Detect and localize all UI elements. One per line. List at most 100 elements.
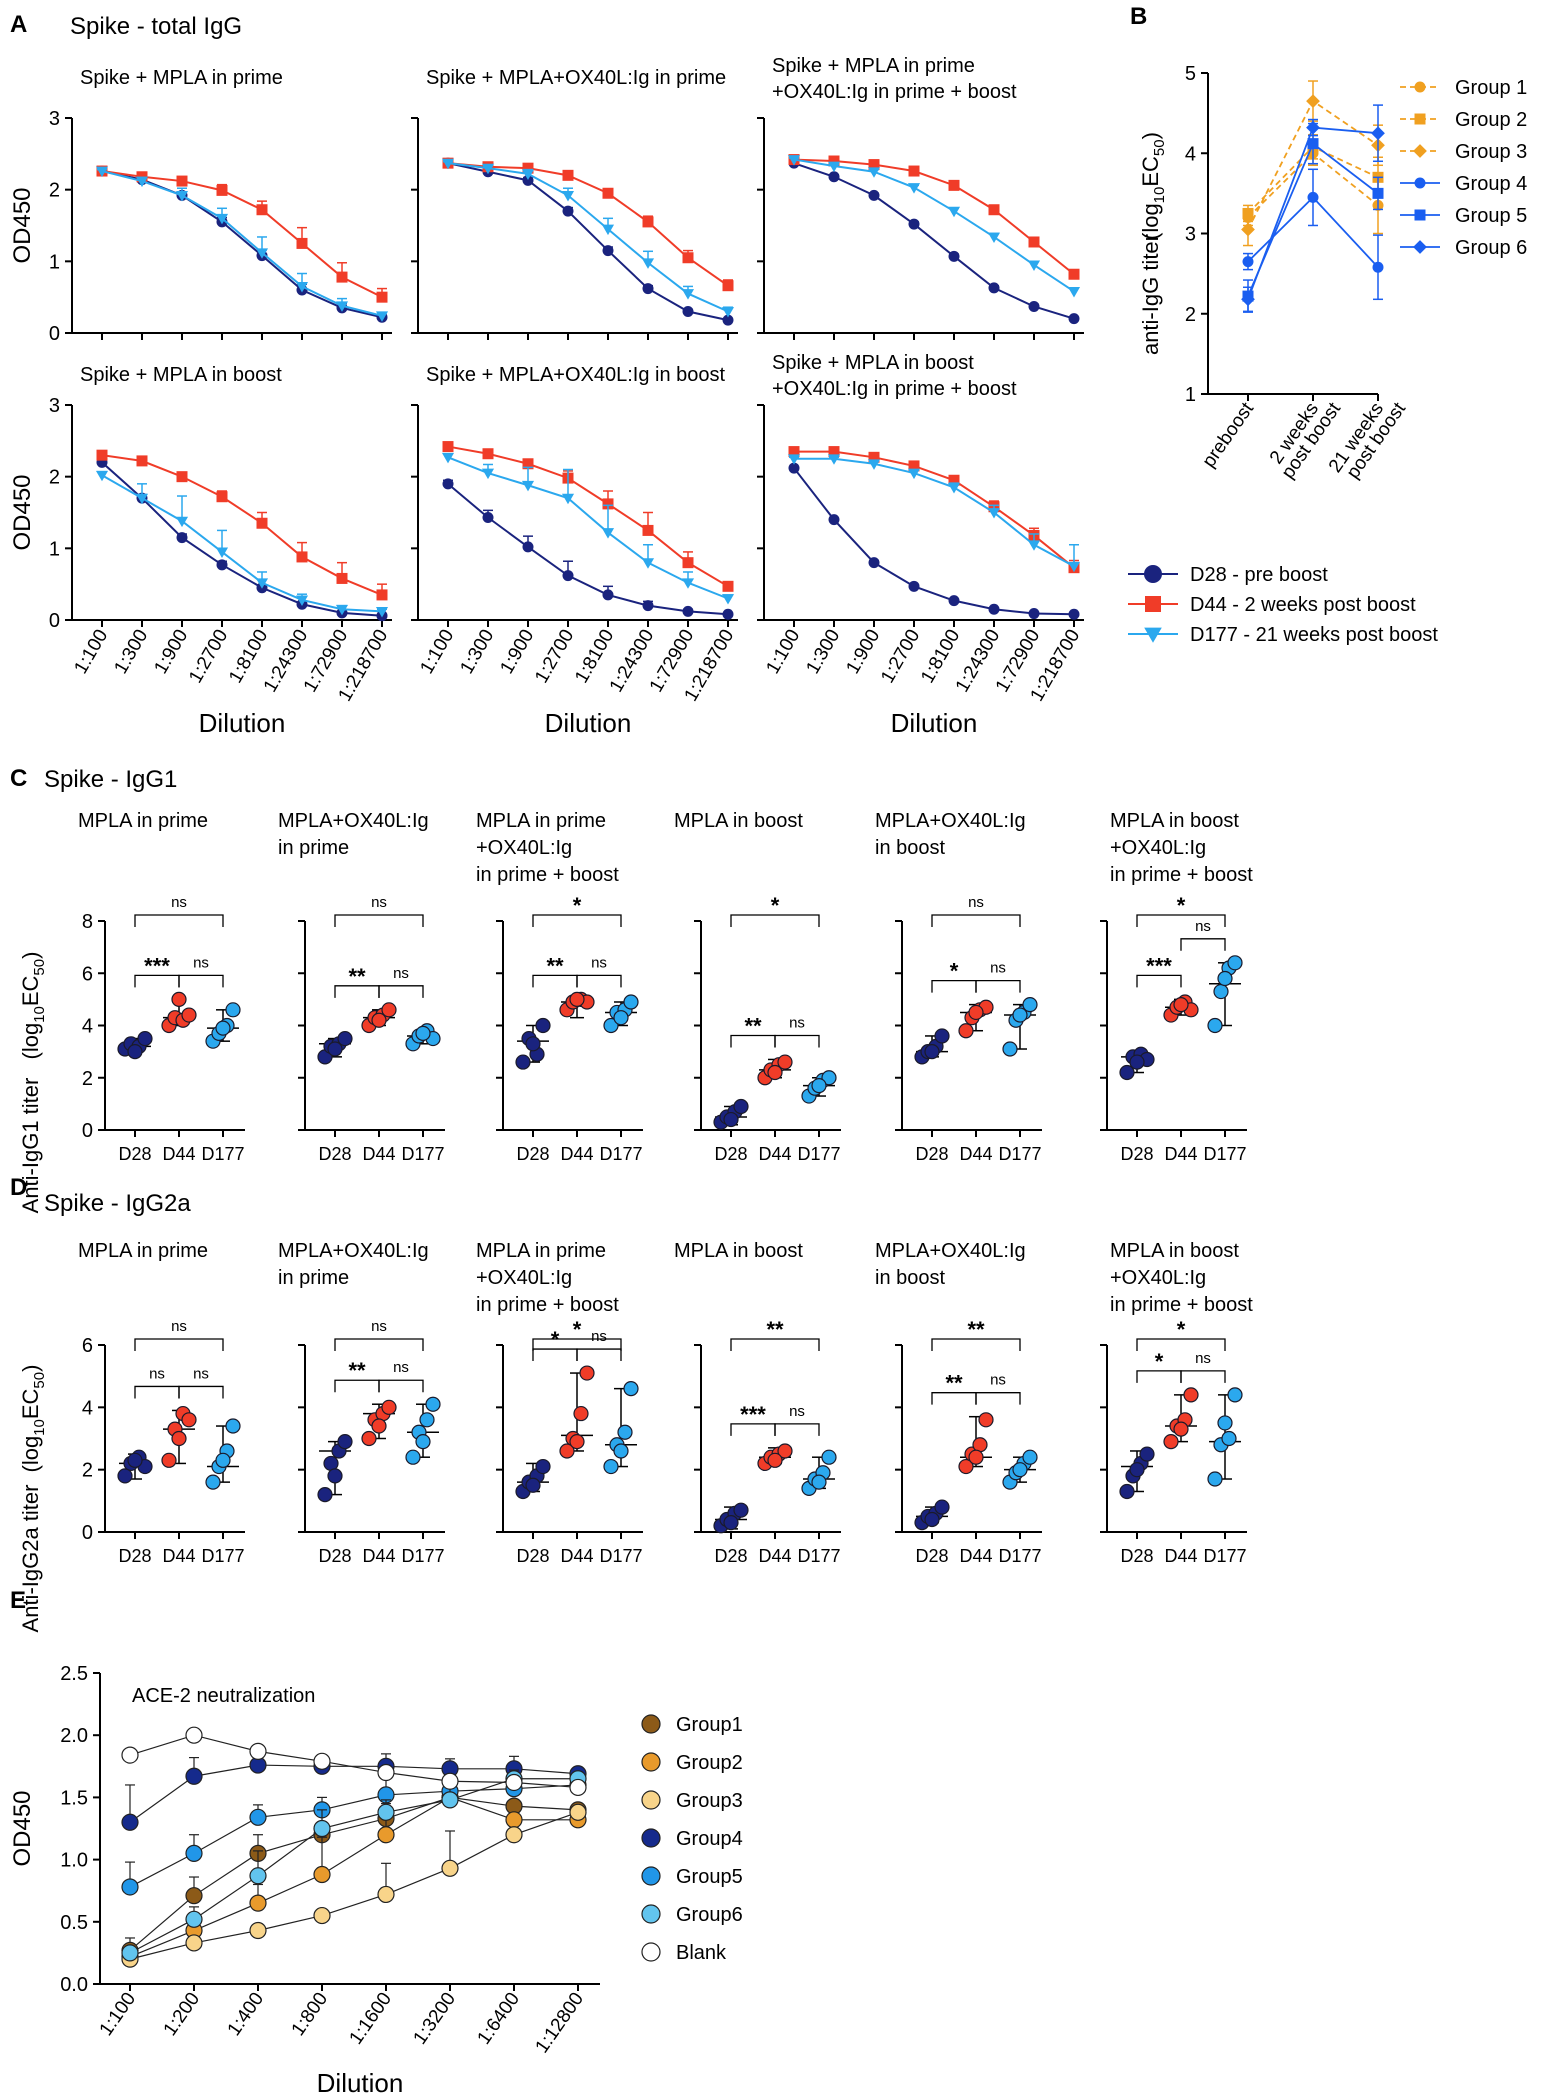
data-point-d28 (323, 1455, 339, 1472)
data-point-group1 (185, 1887, 203, 1905)
series-line-d44 (101, 170, 383, 299)
data-point-d177 (205, 1474, 221, 1490)
scatter-subplot: MPLA in prime 0 2 4 6 D28 D44 D177 ns ns ns (78, 1240, 245, 1566)
data-point-d177 (1217, 970, 1233, 987)
data-point-blank (313, 1752, 331, 1770)
significance-label: * (573, 893, 582, 918)
data-point-d28 (176, 532, 188, 544)
x-tick-label: D44 (362, 1546, 395, 1566)
data-point-d177 (215, 1020, 231, 1036)
y-tick-label: 2 (49, 180, 60, 202)
significance-bracket (576, 974, 622, 988)
data-point-d177 (603, 1017, 619, 1034)
data-point-d177 (641, 558, 655, 569)
data-point-d44 (682, 252, 694, 264)
data-point-d28 (934, 1499, 950, 1515)
x-tick-label: 1:400 (224, 1989, 268, 2040)
data-point-d177 (1012, 1462, 1028, 1478)
significance-label: ns (393, 1359, 409, 1376)
data-point-blank (441, 1772, 459, 1790)
unit-part: (log (1138, 203, 1163, 240)
data-point-d44 (1163, 1434, 1179, 1450)
data-point-group2 (377, 1826, 395, 1844)
significance-bracket (576, 1348, 622, 1362)
data-point-d177 (787, 454, 801, 465)
legend-label: D177 - 21 weeks post boost (1190, 624, 1438, 646)
total-igg-subplot: Spike + MPLA+OX40L:Ig in boost 1:1001:300… (411, 364, 738, 738)
significance-bracket (334, 1338, 424, 1351)
subplot-title: Spike + MPLA in prime (80, 67, 283, 89)
x-tick-label: D44 (162, 1546, 195, 1566)
subplot-title: MPLA in prime (78, 1240, 208, 1262)
significance-bracket (378, 1379, 424, 1393)
data-point-d44 (767, 1452, 783, 1468)
data-point-d44 (642, 524, 654, 536)
significance-bracket (1136, 1338, 1226, 1351)
data-point-d177 (561, 493, 575, 505)
data-point-d44 (1028, 236, 1040, 248)
scatter-subplot: MPLA in prime 0 2 4 6 8 D28 D44 D177 *** ns ns (78, 810, 245, 1164)
subplot-title: +OX40L:Ig (476, 837, 572, 859)
data-point-d177 (1022, 996, 1038, 1013)
data-point-d177 (623, 994, 639, 1010)
panel-letter-c: C (10, 765, 27, 792)
data-point-d28 (117, 1468, 133, 1484)
significance-label: ns (1195, 918, 1211, 935)
data-point-blank (377, 1763, 395, 1782)
data-point-group3 (185, 1934, 203, 1952)
legend-marker (641, 1866, 661, 1886)
data-point-d177 (1221, 1430, 1237, 1447)
panel-letter-a: A (10, 11, 27, 38)
x-tick-label: D177 (201, 1144, 244, 1164)
data-point-d177 (811, 1077, 827, 1094)
significance-label: ** (967, 1317, 985, 1342)
y-tick-label: 2 (1185, 304, 1196, 326)
data-point-d177 (987, 508, 1001, 519)
x-tick-label: D28 (516, 1546, 549, 1566)
significance-label: ns (171, 1318, 187, 1335)
data-point-d44 (777, 1054, 793, 1070)
data-point-d177 (441, 452, 455, 464)
subplot-title: Spike + MPLA in boost (80, 364, 282, 386)
y-tick-label: 2 (49, 467, 60, 489)
total-igg-subplot: Spike + MPLA in boost 0 1 2 3 1:1001:3001:900… (9, 364, 392, 738)
legend-label: Group 5 (1455, 205, 1527, 227)
significance-bracket (334, 914, 424, 927)
series-line-group2 (129, 1796, 578, 1958)
significance-label: * (573, 1317, 582, 1342)
data-point-d44 (788, 446, 800, 458)
unit-part: 50 (31, 1372, 48, 1389)
y-axis-label: OD450 (9, 187, 36, 263)
unit-part: 10 (1151, 187, 1168, 204)
data-point (1371, 126, 1385, 141)
legend-marker (641, 1942, 661, 1962)
data-point-d177 (613, 1010, 629, 1026)
data-point-d44 (682, 557, 694, 569)
y-tick-label: 6 (82, 1335, 93, 1357)
data-point-group6 (121, 1944, 139, 1962)
x-tick-label: D177 (1203, 1546, 1246, 1566)
y-tick-label: 0.0 (60, 1974, 88, 1996)
x-tick-label: 1:2700 (531, 626, 578, 687)
series-line-d44 (793, 158, 1075, 276)
y-tick-label: 0 (82, 1120, 93, 1142)
data-point-d44 (256, 517, 268, 529)
data-point-d28 (868, 189, 880, 201)
data-point-d44 (968, 1449, 984, 1465)
y-tick-label: 2 (82, 1068, 93, 1090)
data-point-d177 (867, 459, 881, 470)
data-point-group5 (249, 1808, 267, 1826)
data-point-d177 (335, 604, 349, 616)
data-point-d44 (562, 169, 574, 181)
x-tick-label: D44 (362, 1144, 395, 1164)
series-line-d44 (447, 162, 729, 287)
x-tick-label: D28 (915, 1546, 948, 1566)
y-tick-label: 3 (1185, 224, 1196, 246)
x-tick-label: D177 (998, 1144, 1041, 1164)
subplot-title: +OX40L:Ig (476, 1267, 572, 1289)
data-point-d28 (642, 600, 654, 612)
x-tick-label: D177 (998, 1546, 1041, 1566)
data-point-d177 (375, 311, 389, 322)
series-line-d44 (794, 450, 1075, 569)
data-point-d28 (868, 557, 880, 569)
